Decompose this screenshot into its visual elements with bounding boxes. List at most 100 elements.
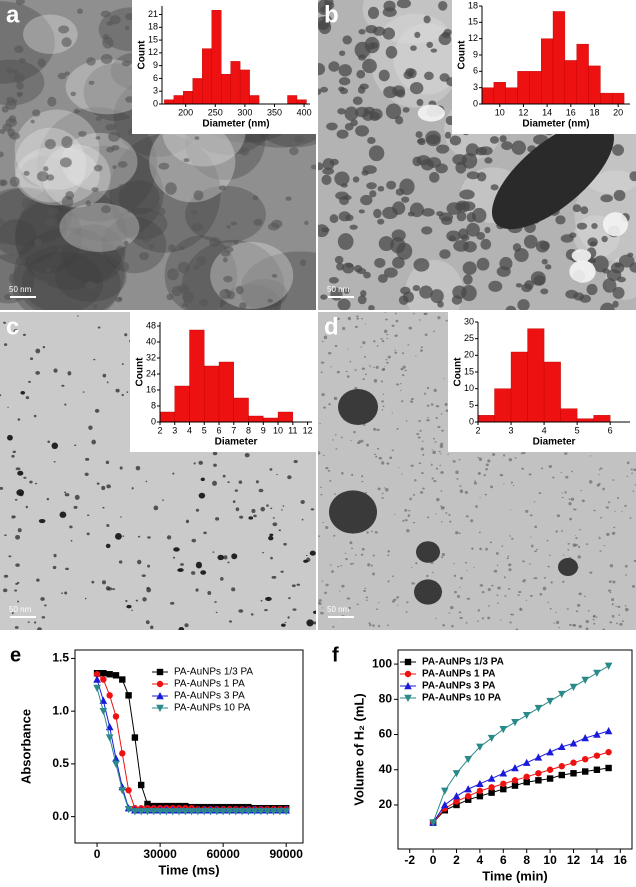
particle [0, 187, 72, 246]
particle [238, 609, 244, 613]
panel-label: e [10, 644, 21, 666]
particle [369, 108, 383, 120]
particle [269, 533, 274, 537]
particle [421, 472, 424, 475]
marker [441, 787, 449, 795]
particle [360, 317, 363, 320]
marker [453, 798, 460, 805]
particle [360, 194, 373, 206]
marker [404, 694, 412, 702]
particle [595, 616, 598, 618]
particle [480, 238, 492, 250]
particle [162, 499, 164, 501]
particle [378, 69, 390, 82]
particle [25, 396, 30, 400]
particle [318, 162, 324, 171]
particle [477, 172, 487, 182]
y-tick-label: 12 [148, 47, 158, 57]
particle [508, 458, 513, 462]
y-axis-label: Count [137, 40, 148, 70]
particle [445, 512, 448, 514]
histogram-bar [239, 69, 250, 105]
particle [600, 302, 615, 310]
particle [322, 521, 324, 524]
particle [23, 476, 27, 479]
particle [352, 562, 355, 564]
particle [250, 613, 254, 616]
particle [166, 293, 174, 301]
particle [432, 450, 436, 455]
histogram-bar [481, 87, 495, 105]
particle [58, 25, 70, 34]
particle [426, 41, 434, 48]
marker [99, 707, 108, 716]
particle [407, 514, 411, 517]
marker [487, 734, 496, 743]
particle [522, 451, 526, 455]
particle [119, 261, 130, 272]
particle [546, 539, 549, 542]
particle [441, 429, 445, 432]
particle [165, 182, 177, 195]
x-tick-label: 8 [246, 425, 251, 435]
particle [376, 344, 379, 347]
particle [14, 184, 128, 290]
particle [145, 620, 150, 625]
histogram-bar [477, 415, 495, 423]
particle [285, 196, 292, 201]
particle [34, 482, 38, 485]
particle [180, 563, 184, 566]
particle [598, 537, 602, 540]
particle [227, 561, 230, 564]
particle [226, 290, 236, 300]
particle [45, 267, 51, 272]
particle [15, 200, 83, 274]
particle [436, 144, 450, 154]
x-tick-label: 16 [566, 107, 576, 117]
particle [1, 105, 9, 113]
particle [552, 476, 555, 479]
particle [462, 261, 477, 275]
particle [27, 621, 30, 623]
particle [223, 275, 233, 283]
particle [464, 490, 468, 495]
particle [101, 580, 107, 585]
histogram-bar [543, 361, 561, 423]
x-tick-label: 9 [261, 425, 266, 435]
particle [617, 496, 620, 500]
particle [400, 286, 411, 295]
particle [239, 302, 247, 310]
particle [507, 555, 510, 557]
particle [251, 508, 256, 514]
y-tick-label: 24 [146, 368, 156, 378]
particle [538, 492, 542, 495]
particle [484, 226, 491, 234]
particle [340, 436, 343, 439]
particle [28, 380, 32, 383]
x-tick-label: 400 [297, 107, 312, 117]
particle [338, 77, 351, 86]
particle [350, 562, 354, 565]
particle [296, 583, 301, 586]
particle [318, 601, 320, 604]
particle [17, 418, 21, 421]
particle [354, 325, 358, 329]
particle [327, 352, 332, 355]
particle [54, 252, 127, 302]
y-tick-label: 40 [379, 762, 393, 776]
particle [395, 312, 397, 315]
particle [53, 553, 57, 558]
particle [109, 134, 221, 253]
particle [503, 576, 506, 579]
particle [198, 492, 206, 499]
particle [378, 236, 394, 252]
particle [327, 469, 331, 472]
marker [464, 785, 472, 793]
particle [0, 217, 5, 225]
particle [614, 262, 622, 268]
marker [206, 808, 215, 816]
particle [135, 599, 139, 602]
particle [364, 587, 367, 590]
particle [430, 403, 434, 406]
particle [217, 554, 225, 561]
